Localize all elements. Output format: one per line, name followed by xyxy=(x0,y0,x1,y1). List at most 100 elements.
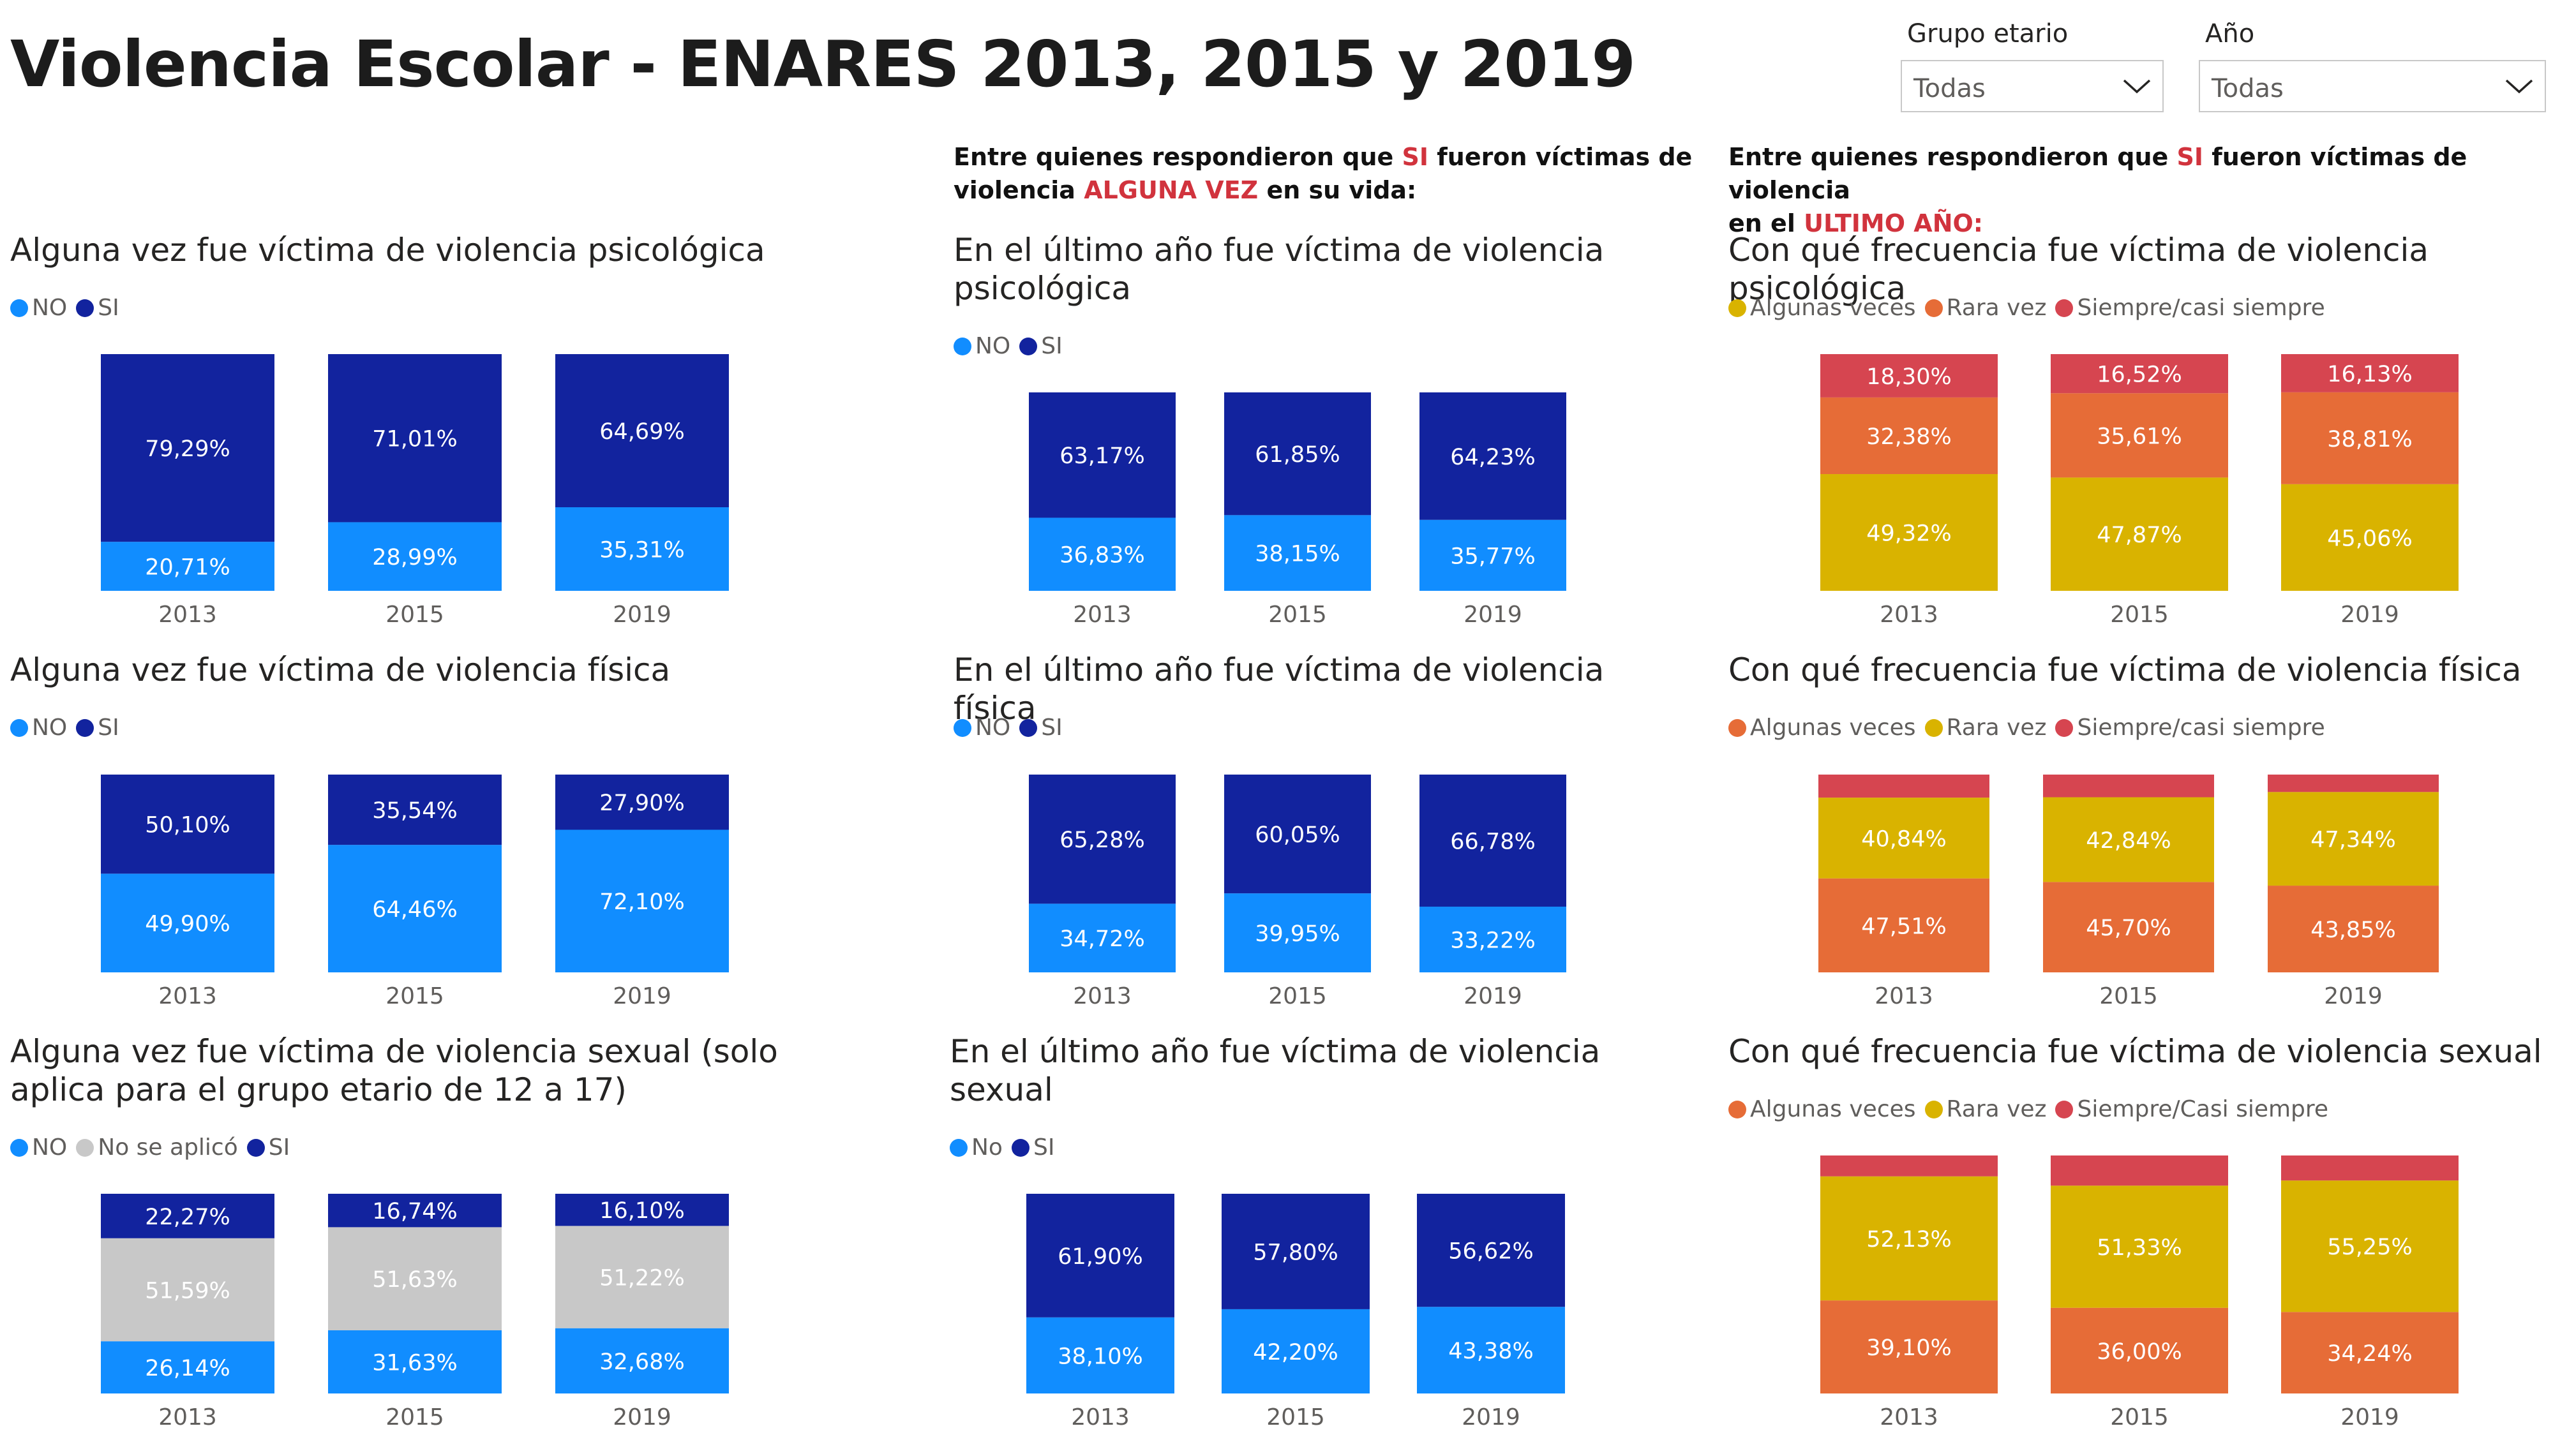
bar-segment-siempre-casi-siempre[interactable] xyxy=(2051,354,2228,394)
bar-segment-no[interactable] xyxy=(101,542,274,591)
bar-segment-si[interactable] xyxy=(555,1194,729,1226)
bar-segment-no[interactable] xyxy=(1419,519,1566,591)
bar-segment-no[interactable] xyxy=(328,845,502,972)
bar-segment-algunas-veces[interactable] xyxy=(2281,1312,2459,1393)
bar-segment-no[interactable] xyxy=(555,1328,729,1393)
bar-segment-si[interactable] xyxy=(101,354,274,542)
legend-item-no[interactable]: NO xyxy=(954,333,1010,359)
bar-segment-no-se-aplico[interactable] xyxy=(555,1226,729,1328)
legend-item-si[interactable]: SI xyxy=(1019,715,1063,741)
bar-segment-no-se-aplico[interactable] xyxy=(328,1227,502,1330)
bar-segment-siempre-casi-siempre[interactable] xyxy=(2051,1155,2228,1186)
legend-item-no[interactable]: No xyxy=(950,1134,1003,1161)
legend-item-si[interactable]: SI xyxy=(1019,333,1063,359)
legend-item-no[interactable]: NO xyxy=(954,715,1010,741)
bar-segment-si[interactable] xyxy=(1029,775,1176,904)
bar-segment-algunas-veces[interactable] xyxy=(1818,878,1989,972)
bar-segment-siempre-casi-siempre[interactable] xyxy=(2043,775,2214,798)
bar-segment-no[interactable] xyxy=(1026,1317,1174,1393)
bar-segment-algunas-veces[interactable] xyxy=(2043,882,2214,972)
bar-segment-si[interactable] xyxy=(1026,1194,1174,1318)
x-tick-label: 2013 xyxy=(158,983,217,1009)
bar-segment-rara-vez[interactable] xyxy=(2281,392,2459,484)
legend-item-algunas-veces[interactable]: Algunas veces xyxy=(1728,295,1916,321)
legend-item-si[interactable]: SI xyxy=(76,715,119,741)
x-tick-label: 2015 xyxy=(2110,1404,2169,1430)
bar-segment-rara-vez[interactable] xyxy=(2051,1185,2228,1308)
legend-dot-icon xyxy=(954,338,971,355)
legend-item-rara-vez[interactable]: Rara vez xyxy=(1924,715,2046,741)
legend-item-no[interactable]: NO xyxy=(10,715,67,741)
bar-segment-si[interactable] xyxy=(555,354,729,507)
bar-segment-rara-vez[interactable] xyxy=(1820,397,1998,475)
bar-segment-si[interactable] xyxy=(328,1194,502,1228)
bar-segment-rara-vez[interactable] xyxy=(1820,1176,1998,1301)
legend-item-si[interactable]: SI xyxy=(246,1134,290,1161)
bar-segment-si[interactable] xyxy=(1222,1194,1370,1309)
bar-segment-algunas-veces[interactable] xyxy=(1820,1300,1998,1393)
bar-segment-algunas-veces[interactable] xyxy=(2051,1307,2228,1393)
bar-segment-siempre-casi-siempre[interactable] xyxy=(1818,775,1989,798)
bar-segment-algunas-veces[interactable] xyxy=(2281,484,2459,591)
bar-segment-no[interactable] xyxy=(1224,893,1371,972)
legend-item-siempre-casi-siempre[interactable]: Siempre/casi siempre xyxy=(2055,295,2325,321)
data-label: 49,32% xyxy=(1866,521,1951,547)
bar-segment-no[interactable] xyxy=(1417,1307,1565,1393)
legend-item-rara-vez[interactable]: Rara vez xyxy=(1924,295,2046,321)
legend-dot-icon xyxy=(2055,299,2074,317)
bar-segment-no[interactable] xyxy=(1419,907,1566,972)
bar-segment-no[interactable] xyxy=(1222,1309,1370,1393)
grupo-etario-dropdown[interactable]: Todas xyxy=(1901,60,2164,112)
bar-segment-rara-vez[interactable] xyxy=(2268,792,2439,886)
bar-segment-algunas-veces[interactable] xyxy=(1820,474,1998,591)
legend-item-siempre-casi-siempre[interactable]: Siempre/casi siempre xyxy=(2055,715,2325,741)
legend-item-rara-vez[interactable]: Rara vez xyxy=(1924,1096,2047,1122)
legend-label: Rara vez xyxy=(1946,1096,2047,1122)
bar-segment-no[interactable] xyxy=(555,507,729,591)
legend-item-algunas-veces[interactable]: Algunas veces xyxy=(1728,715,1916,741)
bar-segment-rara-vez[interactable] xyxy=(1818,798,1989,879)
bar-segment-no[interactable] xyxy=(328,522,502,591)
bar-segment-no[interactable] xyxy=(101,873,274,972)
legend-item-algunas-veces[interactable]: Algunas veces xyxy=(1728,1096,1916,1122)
data-label: 64,46% xyxy=(372,897,457,923)
bar-segment-rara-vez[interactable] xyxy=(2281,1180,2459,1312)
bar-segment-si[interactable] xyxy=(1419,392,1566,520)
bar-segment-siempre-casi-siempre[interactable] xyxy=(2281,354,2459,392)
bar-segment-no[interactable] xyxy=(328,1330,502,1393)
bar-segment-si[interactable] xyxy=(1029,392,1176,518)
bar-segment-no[interactable] xyxy=(1029,903,1176,972)
anio-dropdown[interactable]: Todas xyxy=(2199,60,2546,112)
bar-segment-no-se-aplico[interactable] xyxy=(101,1238,274,1342)
bar-segment-si[interactable] xyxy=(1419,775,1566,907)
bar-segment-no[interactable] xyxy=(101,1341,274,1393)
bar-segment-siempre-casi-siempre[interactable] xyxy=(1820,354,1998,397)
bar-segment-rara-vez[interactable] xyxy=(2043,797,2214,882)
bar-segment-si[interactable] xyxy=(555,775,729,830)
bar-segment-algunas-veces[interactable] xyxy=(2051,477,2228,591)
bar-segment-siempre-casi-siempre[interactable] xyxy=(2268,775,2439,792)
bar-segment-si[interactable] xyxy=(101,1194,274,1238)
bar-segment-no[interactable] xyxy=(1029,517,1176,591)
legend-item-no[interactable]: NO xyxy=(10,295,67,321)
bar-segment-si[interactable] xyxy=(1224,775,1371,894)
bar-segment-siempre-casi-siempre[interactable] xyxy=(1820,1155,1998,1177)
section-head-text: Entre quienes respondieron que xyxy=(1728,143,2177,171)
bar-segment-rara-vez[interactable] xyxy=(2051,393,2228,478)
bar-segment-si[interactable] xyxy=(328,354,502,523)
bar-segment-siempre-casi-siempre[interactable] xyxy=(2281,1155,2459,1181)
bar-segment-si[interactable] xyxy=(1224,392,1371,516)
legend-item-si[interactable]: SI xyxy=(1011,1134,1054,1161)
legend-item-no-se-aplico[interactable]: No se aplicó xyxy=(76,1134,238,1161)
legend-item-si[interactable]: SI xyxy=(76,295,119,321)
bar-segment-no[interactable] xyxy=(1224,515,1371,591)
legend-item-no[interactable]: NO xyxy=(10,1134,67,1161)
bar-segment-si[interactable] xyxy=(1417,1194,1565,1307)
bar-segment-no[interactable] xyxy=(555,829,729,972)
legend-item-siempre-casi-siempre[interactable]: Siempre/Casi siempre xyxy=(2055,1096,2328,1122)
bar-segment-si[interactable] xyxy=(328,775,502,845)
section-head-text: en su vida: xyxy=(1258,176,1417,204)
bar-segment-si[interactable] xyxy=(101,775,274,874)
legend-dot-icon xyxy=(1924,719,1943,737)
bar-segment-algunas-veces[interactable] xyxy=(2268,886,2439,972)
